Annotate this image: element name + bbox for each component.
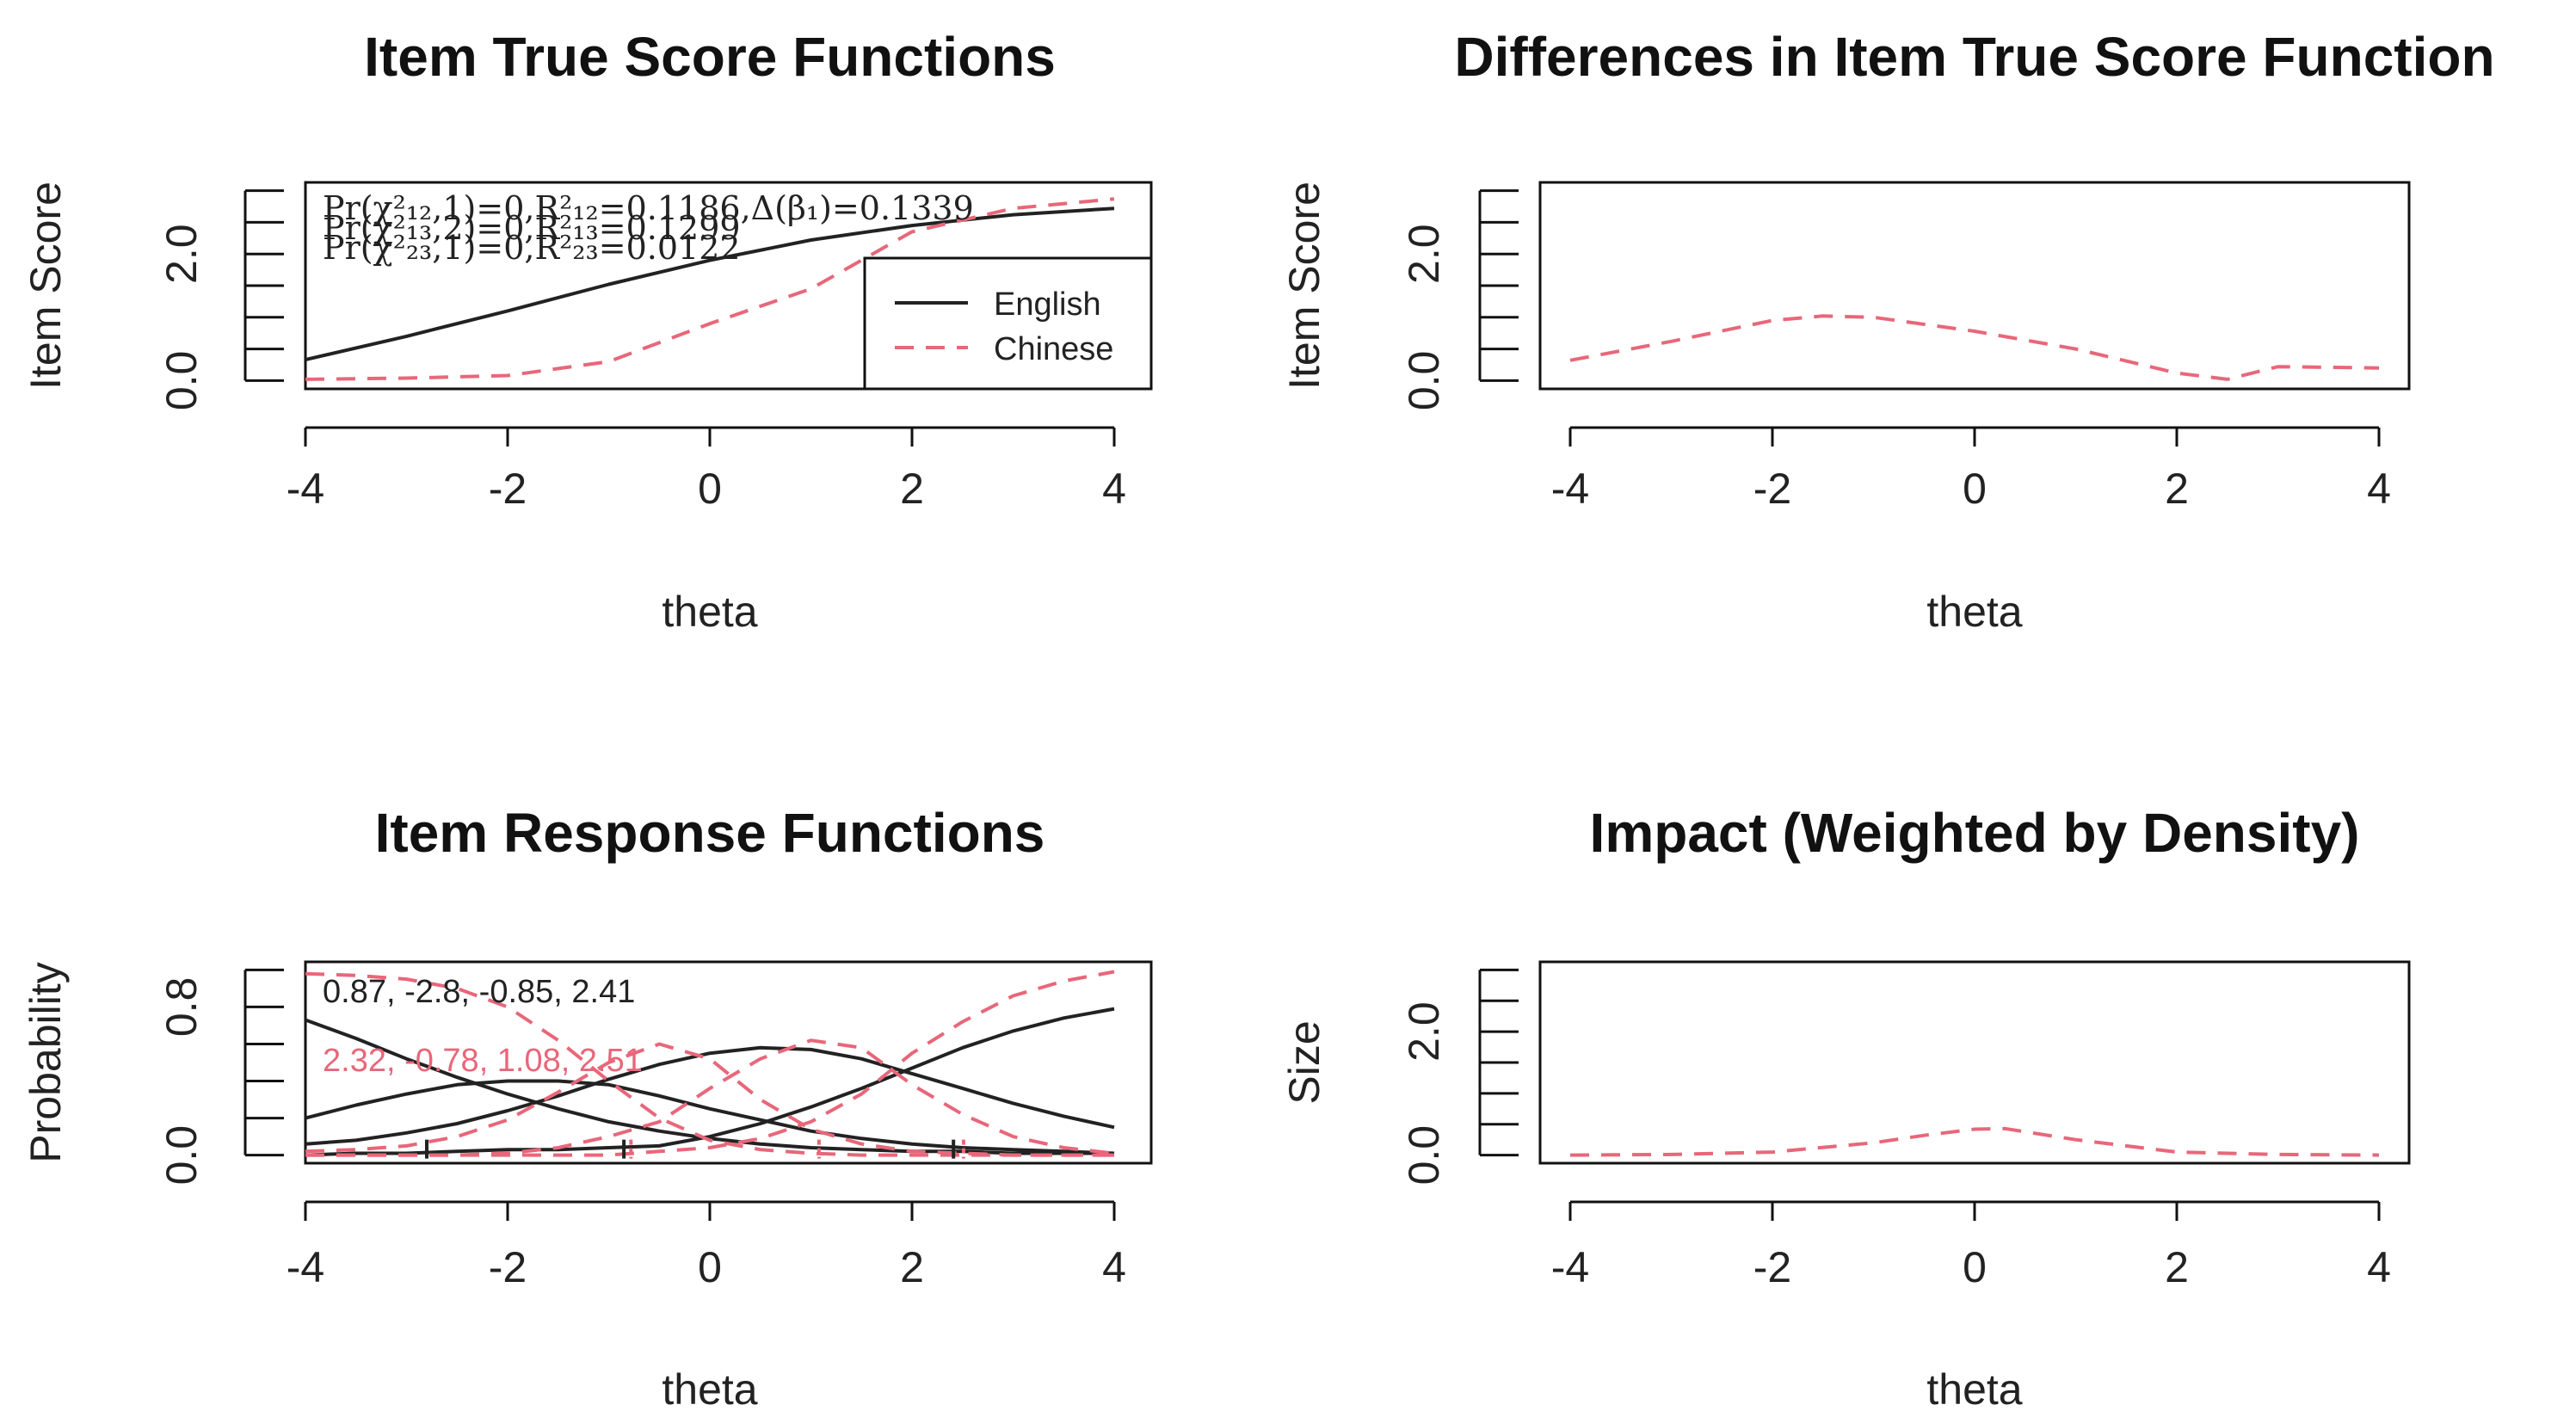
y-axis-label: Item Score [1280, 182, 1328, 390]
chart-title: Impact (Weighted by Density) [1590, 802, 2360, 864]
y-tick-label: 0.0 [157, 351, 206, 411]
y-axis-label: Size [1280, 1020, 1328, 1104]
x-tick-label: -4 [287, 1243, 324, 1291]
x-tick-label: -4 [287, 465, 324, 513]
x-tick-label: 2 [900, 1243, 924, 1291]
x-axis-label: theta [662, 588, 757, 636]
plot-frame [1538, 960, 2411, 1165]
x-axis-label: theta [662, 1365, 757, 1414]
stat-annotation: Pr(χ²₁₂,1)=0,R²₁₂=0.1186,Δ(β₁)=0.1339 [323, 189, 974, 227]
x-tick-label: 0 [1963, 465, 1987, 513]
x-tick-label: 0 [698, 465, 722, 513]
x-tick-label: 2 [2165, 465, 2189, 513]
x-tick-label: 2 [2165, 1243, 2189, 1291]
x-tick-label: -4 [1551, 1243, 1589, 1291]
y-tick-label: 0.0 [157, 1125, 206, 1186]
x-tick-label: 4 [2367, 465, 2391, 513]
stat-annotation: Pr(χ²₂₃,1)=0,R²₂₃=0.0122 [323, 229, 741, 267]
x-tick-label: -2 [489, 465, 527, 513]
y-tick-label: 0.8 [157, 977, 206, 1038]
series-line-chinese [305, 197, 1115, 381]
chart-title: Differences in Item True Score Function [1454, 26, 2494, 88]
x-tick-label: 4 [2367, 1243, 2391, 1291]
stat-annotation: Pr(χ²₁₃,2)=0,R²₁₃=0.1299 [323, 209, 741, 247]
x-tick-label: -2 [489, 1243, 527, 1291]
x-tick-label: -2 [1753, 465, 1791, 513]
panel-4: Impact (Weighted by Density) -4 -2 0 2 4 theta… [1280, 802, 2411, 1414]
series-line-english [305, 206, 1115, 362]
legend-label-chinese: Chinese [994, 331, 1113, 367]
series-line-english-p2 [305, 1045, 1115, 1146]
panel-1: Item True Score Functions -4 -2 0 2 4 theta 0.0… [22, 26, 1153, 636]
y-tick-label: 2.0 [157, 224, 206, 284]
y-axis-label: Item Score [22, 182, 70, 390]
x-tick-label: 0 [698, 1243, 722, 1291]
legend-box [863, 256, 1153, 391]
x-axis-label: theta [1926, 1365, 2022, 1414]
x-tick-label: -2 [1753, 1243, 1791, 1291]
y-tick-label: 0.0 [1400, 1125, 1448, 1186]
parameter-annotation-english: 0.87, -2.8, -0.85, 2.41 [323, 974, 635, 1010]
panel-3: Item Response Functions -4 -2 0 2 4 theta 0.0 0.… [22, 802, 1153, 1414]
series-line-english-p1 [305, 1079, 1115, 1155]
series-line-chinese-p3 [305, 970, 1115, 1157]
legend-label-english: English [994, 286, 1101, 323]
x-tick-label: -4 [1551, 465, 1589, 513]
y-axis-label: Probability [22, 962, 70, 1162]
plot-frame [304, 960, 1153, 1165]
series-line-difference [1569, 314, 2380, 381]
series-line-impact [1569, 1126, 2380, 1157]
y-tick-label: 2.0 [1400, 1001, 1448, 1062]
chart-title: Item True Score Functions [364, 26, 1056, 88]
x-tick-label: 2 [900, 465, 924, 513]
chart-title: Item Response Functions [375, 802, 1045, 864]
x-tick-label: 4 [1102, 465, 1126, 513]
parameter-annotation-chinese: 2.32, -0.78, 1.08, 2.51 [323, 1043, 643, 1079]
x-tick-label: 0 [1963, 1243, 1987, 1291]
series-line-english-p3 [305, 1007, 1115, 1157]
panel-2: Differences in Item True Score Function -… [1280, 26, 2495, 636]
plot-frame [1538, 181, 2411, 391]
x-tick-label: 4 [1102, 1243, 1126, 1291]
x-axis-label: theta [1926, 588, 2022, 636]
series-line-chinese-p1 [305, 1042, 1114, 1157]
y-tick-label: 2.0 [1400, 224, 1448, 284]
y-tick-label: 0.0 [1400, 351, 1448, 411]
